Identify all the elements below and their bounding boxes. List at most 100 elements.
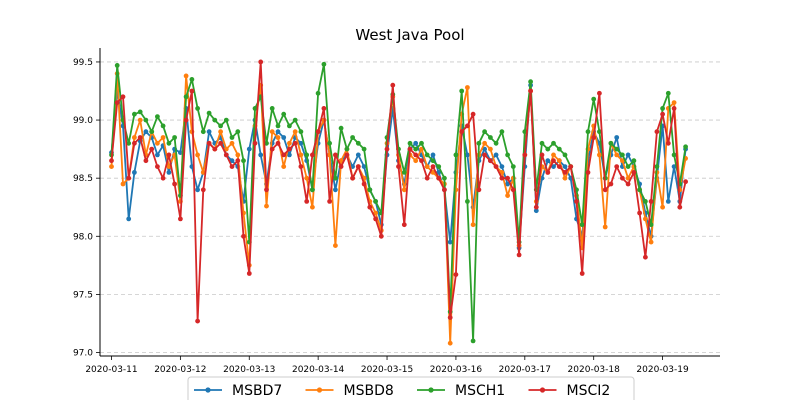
data-point <box>281 111 287 117</box>
data-point <box>648 199 654 204</box>
data-point <box>671 152 677 158</box>
series-group <box>109 59 688 346</box>
data-point <box>419 158 424 164</box>
data-point <box>269 129 275 135</box>
data-point <box>218 129 224 135</box>
data-point <box>539 152 545 158</box>
data-point <box>562 170 568 175</box>
data-point <box>608 140 614 146</box>
data-point <box>258 152 264 158</box>
x-tick-label: 2020-03-13 <box>223 365 275 375</box>
data-point <box>361 164 367 170</box>
data-point <box>597 152 602 158</box>
data-point <box>298 129 304 135</box>
data-point <box>625 181 631 187</box>
data-point <box>637 210 642 216</box>
data-point <box>120 181 126 187</box>
data-point <box>298 140 304 146</box>
data-point <box>574 199 579 204</box>
data-point <box>482 152 487 158</box>
data-point <box>556 146 562 152</box>
data-point <box>373 216 378 222</box>
data-point <box>206 110 212 116</box>
data-point <box>200 187 206 193</box>
data-point <box>551 164 556 170</box>
data-point <box>625 164 631 170</box>
data-point <box>292 140 298 146</box>
y-tick-label: 99.5 <box>73 58 93 68</box>
data-point <box>178 150 183 156</box>
data-point <box>551 152 556 158</box>
data-point <box>413 140 419 146</box>
data-point <box>195 318 201 324</box>
data-point <box>172 181 178 187</box>
data-point <box>476 187 482 193</box>
data-point <box>160 135 166 140</box>
data-point <box>493 164 499 170</box>
data-point <box>275 140 281 146</box>
x-tick-label: 2020-03-17 <box>499 365 551 375</box>
data-point <box>465 152 470 158</box>
x-tick-label: 2020-03-19 <box>636 365 689 375</box>
data-point <box>338 164 344 170</box>
data-point <box>637 187 642 193</box>
y-tick-label: 98.0 <box>73 232 93 242</box>
data-point <box>413 152 419 158</box>
data-point <box>447 340 453 346</box>
chart-title: West Java Pool <box>355 26 464 44</box>
data-point <box>178 216 183 222</box>
data-point <box>246 271 252 276</box>
data-point <box>126 216 132 222</box>
data-point <box>528 79 533 85</box>
data-point <box>132 135 137 140</box>
data-point <box>436 164 442 170</box>
data-point <box>155 140 160 146</box>
data-point <box>315 129 321 135</box>
data-point <box>430 158 436 164</box>
data-point <box>166 170 172 175</box>
data-point <box>212 117 218 123</box>
data-point <box>556 158 562 164</box>
legend-label: MSCI2 <box>567 383 611 399</box>
data-point <box>367 187 373 193</box>
data-point <box>373 210 378 216</box>
data-point <box>310 187 315 193</box>
data-point <box>241 158 246 164</box>
data-point <box>149 129 155 135</box>
data-point <box>258 59 264 65</box>
data-point <box>246 146 252 152</box>
data-point <box>505 175 510 181</box>
data-point <box>183 73 189 79</box>
data-point <box>665 199 671 204</box>
data-point <box>499 129 505 135</box>
data-point <box>126 140 132 146</box>
data-point <box>499 164 505 170</box>
data-point <box>465 123 470 129</box>
data-point <box>195 152 201 158</box>
data-point <box>522 152 528 158</box>
data-point <box>562 164 568 170</box>
data-point <box>660 106 665 111</box>
data-point <box>155 152 160 158</box>
data-point <box>338 158 344 164</box>
data-point <box>551 140 556 146</box>
data-point <box>614 146 620 152</box>
data-point <box>109 164 114 170</box>
data-point <box>488 158 493 164</box>
data-point <box>579 271 585 276</box>
x-tick-label: 2020-03-18 <box>568 365 621 375</box>
data-point <box>218 123 224 129</box>
data-point <box>321 106 327 111</box>
data-point <box>287 152 292 158</box>
data-point <box>333 187 338 193</box>
data-point <box>350 135 355 140</box>
data-point <box>602 187 608 193</box>
data-point <box>304 199 310 204</box>
data-point <box>212 146 218 152</box>
data-point <box>585 129 591 135</box>
data-point <box>505 193 510 199</box>
data-point <box>499 175 505 181</box>
data-point <box>269 106 275 111</box>
data-point <box>631 170 637 175</box>
